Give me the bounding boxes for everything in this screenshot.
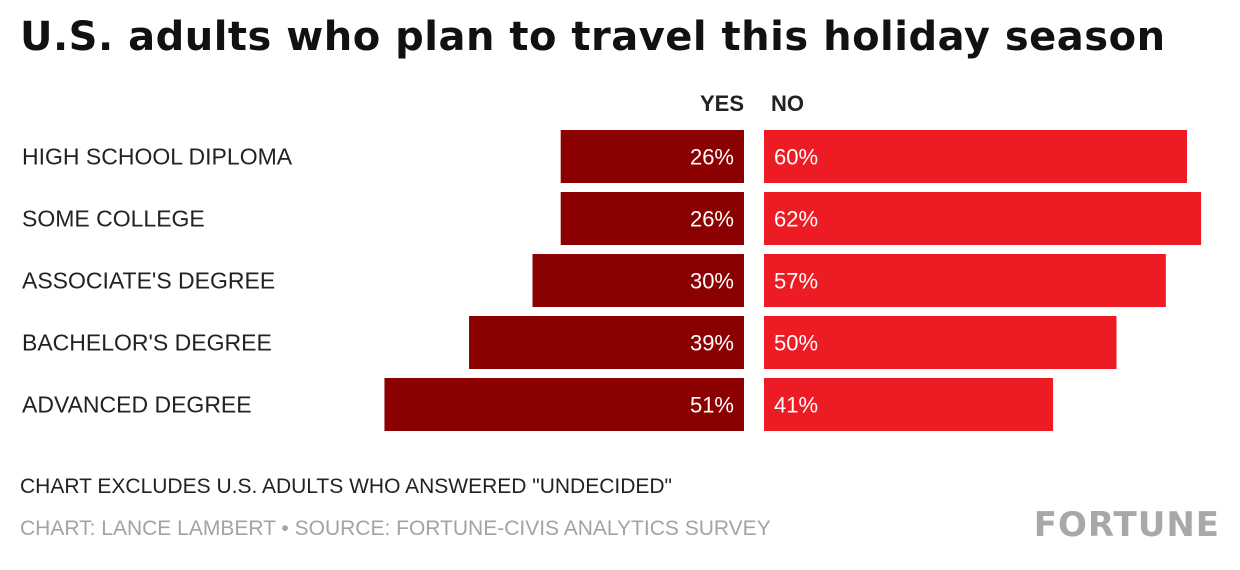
bar-yes xyxy=(560,130,744,183)
category-label: HIGH SCHOOL DIPLOMA xyxy=(22,144,293,170)
data-label-no: 60% xyxy=(774,145,818,170)
bar-yes xyxy=(469,316,744,369)
data-label-yes: 26% xyxy=(690,145,734,170)
bar-yes xyxy=(384,378,744,431)
legend-no-label: NO xyxy=(771,91,804,116)
data-label-no: 57% xyxy=(774,269,818,294)
data-label-no: 50% xyxy=(774,331,818,356)
bar-yes xyxy=(532,254,744,307)
data-label-yes: 39% xyxy=(690,331,734,356)
chart-credit: CHART: LANCE LAMBERT • SOURCE: FORTUNE-C… xyxy=(20,517,771,540)
diverging-bar-chart: YES NO HIGH SCHOOL DIPLOMA 26% 60% SOME COLLE… xyxy=(22,91,1202,431)
data-label-yes: 30% xyxy=(690,269,734,294)
category-label: SOME COLLEGE xyxy=(22,206,205,232)
data-label-yes: 26% xyxy=(690,207,734,232)
chart-note: CHART EXCLUDES U.S. ADULTS WHO ANSWERED … xyxy=(20,475,673,498)
chart-title: U.S. adults who plan to travel this holi… xyxy=(20,14,1166,60)
bar-no xyxy=(764,254,1166,307)
data-label-no: 41% xyxy=(774,393,818,418)
bar-no xyxy=(764,378,1054,431)
fortune-logo: FORTUNE xyxy=(1033,505,1220,545)
bar-no xyxy=(764,192,1202,245)
bar-no xyxy=(764,130,1187,183)
legend-yes-label: YES xyxy=(700,91,744,116)
bar-yes xyxy=(560,192,744,245)
data-label-no: 62% xyxy=(774,207,818,232)
category-label: ADVANCED DEGREE xyxy=(22,392,252,418)
category-label: ASSOCIATE'S DEGREE xyxy=(22,268,275,294)
category-label: BACHELOR'S DEGREE xyxy=(22,330,272,356)
bar-no xyxy=(764,316,1117,369)
data-label-yes: 51% xyxy=(690,393,734,418)
